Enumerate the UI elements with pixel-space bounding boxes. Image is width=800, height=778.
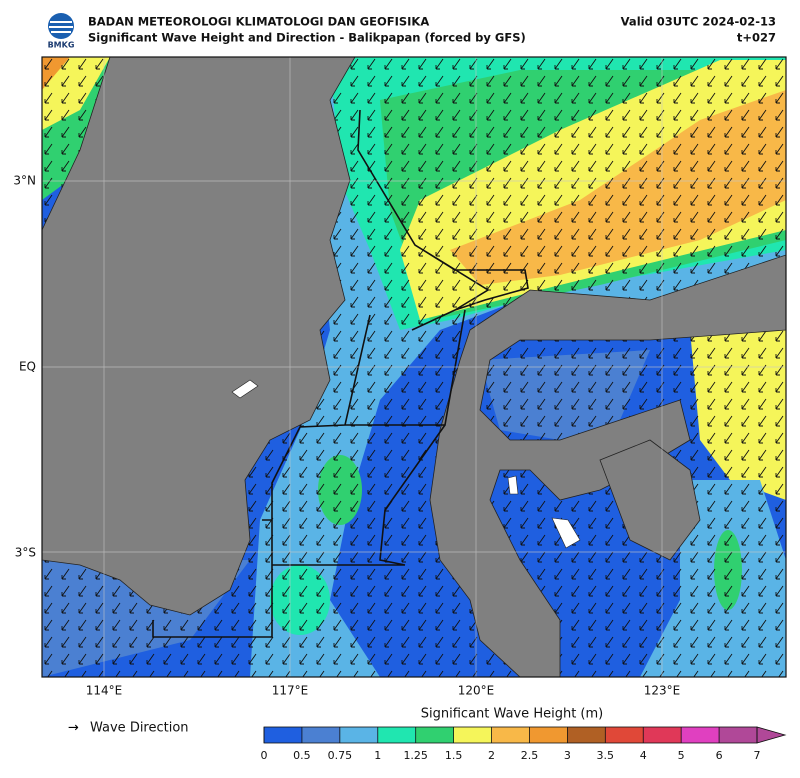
lat-label: EQ	[19, 360, 36, 374]
colorbar-segment	[719, 727, 758, 743]
colorbar-tick-label: 1	[374, 749, 381, 762]
colorbar-tick-label: 0	[261, 749, 268, 762]
colorbar-tick-label: 3	[564, 749, 571, 762]
area-boundary	[357, 109, 529, 331]
lat-label: 3°S	[15, 546, 36, 560]
colorbar-segment	[529, 727, 568, 743]
field	[640, 480, 786, 677]
colorbar-tick-label: 3.5	[597, 749, 615, 762]
colorbar-segment	[301, 727, 341, 743]
logo: BMKG	[48, 13, 75, 50]
colorbar-segment	[264, 727, 303, 743]
field	[318, 455, 362, 525]
colorbar-tick-label: 5	[678, 749, 685, 762]
graticule	[42, 57, 786, 677]
forecast-step: t+027	[737, 31, 776, 45]
colorbar-segment	[453, 727, 492, 743]
grid-lines	[42, 57, 786, 677]
lon-labels: 114°E 117°E 120°E 123°E	[86, 684, 681, 698]
colorbar-segment	[681, 727, 720, 743]
field	[690, 290, 786, 500]
colorbar-tick-label: 1.25	[403, 749, 428, 762]
colorbar-tick-label: 0.5	[293, 749, 311, 762]
colorbar-tick-label: 6	[716, 749, 723, 762]
colorbar-segment	[377, 727, 416, 743]
valid-time: Valid 03UTC 2024-02-13	[621, 15, 776, 29]
colorbar-segment	[643, 727, 682, 743]
colorbar-tick-label: 2	[488, 749, 495, 762]
colorbar-segment	[339, 727, 379, 743]
lat-labels: 3°N EQ 3°S	[13, 174, 36, 560]
lon-label: 114°E	[86, 684, 123, 698]
field	[42, 57, 70, 90]
colorbar-tick-label: 0.75	[328, 749, 353, 762]
legend-arrow: →	[68, 721, 79, 736]
colorbar-segment	[415, 727, 454, 743]
lat-label: 3°N	[13, 174, 36, 188]
colorbar-extension	[756, 726, 787, 744]
field	[270, 565, 330, 635]
field	[450, 90, 786, 285]
borneo	[42, 57, 356, 616]
header-title: BADAN METEOROLOGI KLIMATOLOGI DAN GEOFIS…	[88, 15, 429, 29]
lon-label: 117°E	[272, 684, 309, 698]
logo-waves	[49, 21, 73, 33]
legend-label: Wave Direction	[90, 721, 189, 736]
colorbar-title: Significant Wave Height (m)	[421, 707, 603, 722]
map-frame	[41, 56, 787, 678]
colorbar-tick-label: 4	[640, 749, 647, 762]
field	[42, 57, 110, 130]
colorbar-tick-label: 7	[754, 749, 761, 762]
field	[714, 530, 742, 610]
colorbar-segment	[491, 727, 530, 743]
colorbar-segment	[567, 727, 606, 743]
island	[599, 439, 701, 561]
lon-label: 120°E	[458, 684, 495, 698]
small-islands	[231, 379, 581, 549]
map	[42, 57, 786, 677]
logo-text: BMKG	[48, 41, 75, 50]
colorbar-tick-label: 1.5	[445, 749, 463, 762]
colorbar-tick-label: 2.5	[521, 749, 539, 762]
lon-label: 123°E	[644, 684, 681, 698]
header-subtitle: Significant Wave Height and Direction - …	[88, 31, 526, 45]
colorbar-segment	[605, 727, 644, 743]
area-boundary	[152, 309, 466, 638]
colorbar: 0 0.5 0.75 1 1.25 1.5 2 2.5 3 3.5 4 5 6 7	[261, 726, 787, 762]
